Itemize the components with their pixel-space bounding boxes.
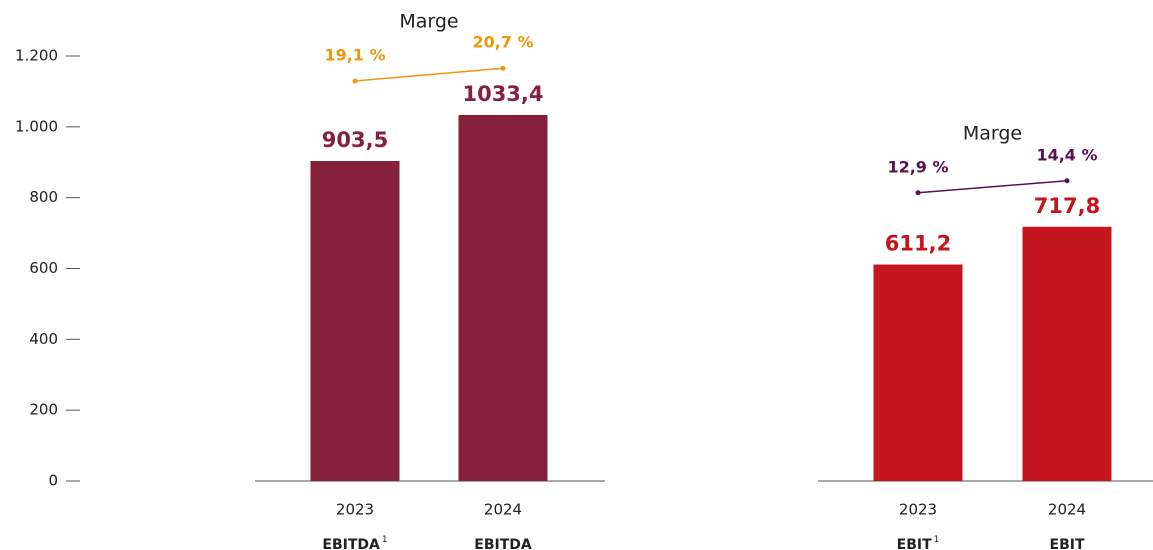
- x-tick-label: 2023: [899, 501, 937, 519]
- value-label: 903,5: [322, 128, 388, 152]
- margin-label: 12,9 %: [887, 157, 948, 176]
- y-tick-label: 200: [29, 401, 58, 419]
- margin-point: [500, 65, 506, 71]
- margin-title: Marge: [963, 122, 1022, 144]
- y-tick-label: 1.000: [15, 117, 58, 135]
- margin-point: [915, 190, 921, 196]
- bar: [458, 115, 548, 482]
- x-tick-label: 2024: [1048, 501, 1086, 519]
- category-name: EBIT: [1050, 537, 1085, 550]
- y-tick-label: 600: [29, 259, 58, 277]
- margin-label: 19,1 %: [324, 46, 385, 65]
- category-name: EBIT: [897, 537, 932, 550]
- value-label: 611,2: [885, 232, 951, 256]
- value-label: 1033,4: [462, 82, 543, 106]
- y-tick-label: 1.200: [15, 47, 58, 65]
- bar: [1022, 226, 1112, 481]
- margin-point: [1064, 178, 1070, 184]
- margin-point: [352, 78, 358, 84]
- margin-title: Marge: [399, 11, 458, 33]
- margin-label: 20,7 %: [472, 33, 533, 52]
- footnote: 1: [934, 535, 940, 545]
- bar: [873, 264, 963, 481]
- x-tick-label: 2023: [336, 501, 374, 519]
- x-tick-label: 2024: [484, 501, 522, 519]
- margin-line: [917, 180, 1068, 194]
- y-tick-label: 400: [29, 330, 58, 348]
- value-label: 717,8: [1034, 194, 1100, 218]
- category-label: EBIT: [1050, 537, 1085, 550]
- category-name: EBITDA: [322, 537, 380, 550]
- bar: [310, 161, 400, 481]
- y-tick-label: 0: [48, 472, 58, 490]
- margin-line: [354, 67, 504, 82]
- category-label: EBITDA 1: [322, 535, 387, 550]
- y-tick-label: 800: [29, 188, 58, 206]
- category-label: EBITDA: [474, 537, 532, 550]
- margin-label: 14,4 %: [1036, 145, 1097, 164]
- category-name: EBITDA: [474, 537, 532, 550]
- category-label: EBIT 1: [897, 535, 940, 550]
- footnote: 1: [382, 535, 388, 545]
